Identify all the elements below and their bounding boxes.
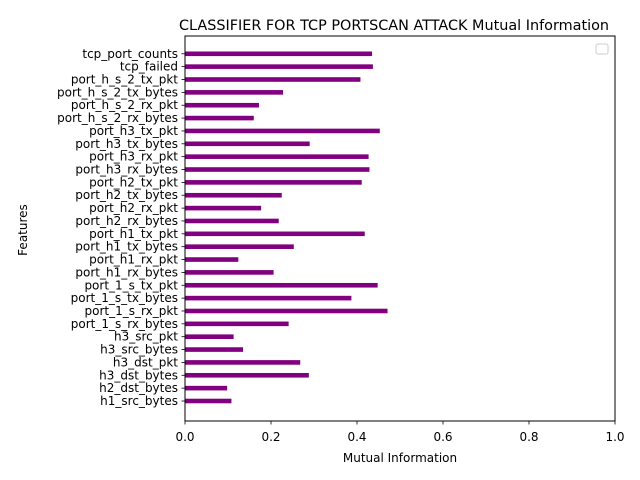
y-tick-label: port_h2_tx_bytes xyxy=(75,188,178,202)
y-tick-label: h3_src_pkt xyxy=(114,330,178,344)
bar-tcp_failed xyxy=(185,64,373,69)
y-tick-label: port_h1_tx_pkt xyxy=(89,227,178,241)
y-axis-label: Features xyxy=(16,204,30,256)
y-tick-label: port_h1_rx_bytes xyxy=(75,265,178,279)
bar-h2_dst_bytes xyxy=(185,385,228,391)
bar-port_1_s_tx_pkt xyxy=(185,282,378,288)
y-tick-label: port_1_s_rx_bytes xyxy=(71,317,178,331)
y-tick-label: port_h_s_2_tx_pkt xyxy=(71,73,178,87)
bar-h3_dst_bytes xyxy=(185,372,309,378)
bars-group xyxy=(185,51,388,404)
bar-port_h3_tx_bytes xyxy=(185,141,310,147)
bar-port_1_s_rx_pkt xyxy=(185,308,388,314)
bar-h1_src_bytes xyxy=(185,398,232,404)
plot-frame xyxy=(184,35,616,422)
y-tick-label: port_1_s_tx_pkt xyxy=(84,278,178,292)
chart-title: CLASSIFIER FOR TCP PORTSCAN ATTACK Mutua… xyxy=(179,18,609,34)
y-tick-label: port_1_s_tx_bytes xyxy=(71,291,178,305)
bar-h3_src_bytes xyxy=(185,347,244,352)
y-ticks-group: h1_src_bytesh2_dst_bytesh3_dst_bytesh3_d… xyxy=(57,47,185,408)
y-tick-label: port_h_s_2_rx_bytes xyxy=(57,111,178,125)
y-tick-label: port_h3_rx_pkt xyxy=(89,150,178,164)
y-tick-label: h3_src_bytes xyxy=(100,343,178,357)
y-tick-label: port_h3_tx_pkt xyxy=(89,124,178,138)
bar-port_h1_rx_bytes xyxy=(185,270,274,275)
bar-tcp_port_counts xyxy=(185,51,373,57)
y-tick-label: port_h1_tx_bytes xyxy=(75,240,178,254)
legend-box[interactable] xyxy=(595,43,609,55)
y-tick-label: port_h2_rx_bytes xyxy=(75,214,178,228)
x-ticks-group: 0.0 0.2 0.4 0.6 0.8 1.0 xyxy=(175,421,625,444)
y-tick-label: port_h_s_2_tx_bytes xyxy=(57,85,178,99)
bar-port_h2_tx_pkt xyxy=(185,180,362,185)
bar-port_h1_tx_bytes xyxy=(185,244,294,249)
bar-port_h_s_2_tx_bytes xyxy=(185,90,284,95)
y-tick-label: port_1_s_rx_pkt xyxy=(85,304,179,318)
y-tick-label: port_h3_tx_bytes xyxy=(75,137,178,151)
y-tick-label: h1_src_bytes xyxy=(100,394,178,408)
bar-port_h3_rx_bytes xyxy=(185,167,370,172)
x-tick-label: 0.2 xyxy=(261,430,280,444)
bar-port_h1_rx_pkt xyxy=(185,257,239,262)
y-tick-label: tcp_failed xyxy=(120,60,178,74)
y-tick-label: h2_dst_bytes xyxy=(99,381,178,395)
bar-port_h_s_2_rx_pkt xyxy=(185,102,259,108)
y-tick-label: port_h2_rx_pkt xyxy=(89,201,178,215)
bar-h3_src_pkt xyxy=(185,334,234,339)
y-tick-label: h3_dst_bytes xyxy=(99,368,178,382)
x-axis-label: Mutual Information xyxy=(343,451,457,465)
bar-port_h_s_2_rx_bytes xyxy=(185,115,254,121)
x-tick-label: 0.8 xyxy=(519,430,538,444)
x-tick-label: 0.4 xyxy=(347,430,366,444)
bar-port_h3_tx_pkt xyxy=(185,128,380,134)
y-tick-label: tcp_port_counts xyxy=(82,47,178,61)
bar-port_h2_rx_pkt xyxy=(185,205,262,211)
x-tick-label: 1.0 xyxy=(605,430,624,444)
bar-port_1_s_tx_bytes xyxy=(185,295,352,301)
bar-port_1_s_rx_bytes xyxy=(185,321,289,327)
y-tick-label: h3_dst_pkt xyxy=(113,355,178,369)
y-tick-label: port_h3_rx_bytes xyxy=(75,163,178,177)
bar-port_h2_tx_bytes xyxy=(185,192,282,198)
x-tick-label: 0.0 xyxy=(175,430,194,444)
bar-port_h_s_2_tx_pkt xyxy=(185,77,361,82)
bar-port_h1_tx_pkt xyxy=(185,231,365,237)
y-tick-label: port_h1_rx_pkt xyxy=(89,253,178,267)
bar-port_h2_rx_bytes xyxy=(185,218,279,224)
bar-h3_dst_pkt xyxy=(185,360,301,365)
y-tick-label: port_h_s_2_rx_pkt xyxy=(71,98,178,112)
x-tick-label: 0.6 xyxy=(433,430,452,444)
bar-port_h3_rx_pkt xyxy=(185,154,369,159)
y-tick-label: port_h2_tx_pkt xyxy=(89,175,178,189)
